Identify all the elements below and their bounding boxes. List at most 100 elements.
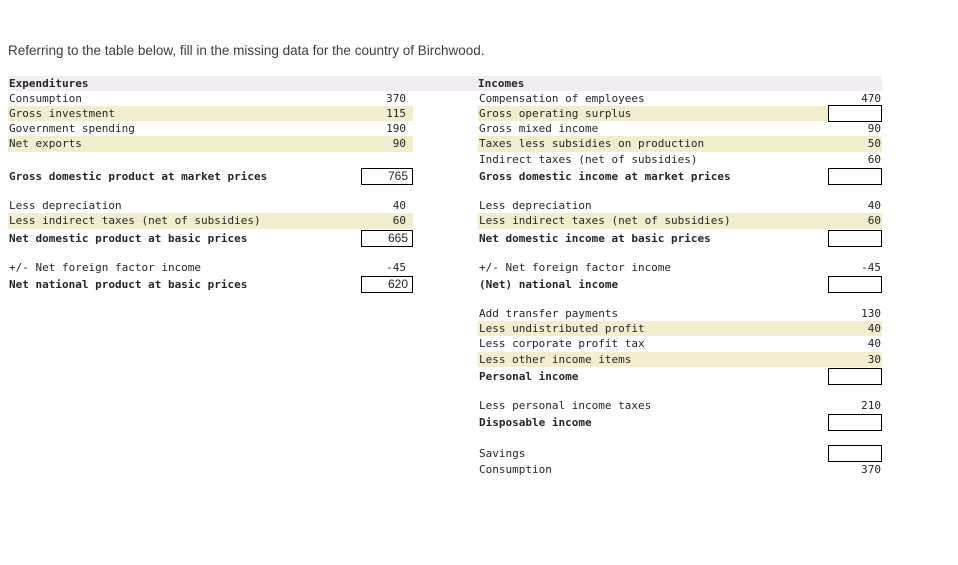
row-value-less-personal-income-taxes: 210: [861, 399, 881, 413]
row-label-less-indirect-taxes-net-of-subsidies: Less indirect taxes (net of subsidies): [9, 214, 261, 228]
row-gap: [478, 293, 882, 306]
row-value-government-spending: 190: [386, 122, 406, 136]
table-row: Less undistributed profit 40: [478, 321, 882, 337]
row-label-taxes-less-subsidies-on-production: Taxes less subsidies on production: [479, 137, 705, 151]
table-row: Consumption 370: [478, 462, 882, 477]
table-row: Indirect taxes (net of subsidies) 60: [478, 152, 882, 167]
row-label-net-domestic-product-at-basic-prices: Net domestic product at basic prices: [9, 231, 248, 245]
table-row: Add transfer payments 130: [478, 306, 882, 321]
row-label-disposable-income: Disposable income: [479, 416, 592, 430]
value-input-disposable-income[interactable]: [828, 414, 882, 432]
row-value-indirect-taxes-net-of-subsidies: 60: [867, 152, 881, 166]
row-label-less-corporate-profit-tax: Less corporate profit tax: [479, 337, 645, 351]
expenditures-column-header: Expenditures: [9, 77, 89, 90]
value-input-net-domestic-income-at-basic-prices[interactable]: [828, 229, 882, 247]
table-row: Gross investment 115: [8, 105, 413, 122]
blank-row: [8, 152, 413, 167]
row-label-less-indirect-taxes-net-of-subsidies: Less indirect taxes (net of subsidies): [479, 214, 731, 228]
row-value-less-corporate-profit-tax: 40: [867, 337, 881, 351]
row-label-net-exports: Net exports: [9, 137, 82, 151]
row-label-less-personal-income-taxes: Less personal income taxes: [479, 399, 652, 413]
value-input-gross-domestic-product-at-market-prices[interactable]: [361, 167, 413, 185]
table-row: (Net) national income: [478, 275, 882, 293]
row-label-net-national-product-at-basic-prices: Net national product at basic prices: [9, 277, 248, 291]
table-row: Less indirect taxes (net of subsidies) 60: [478, 213, 882, 229]
table-row: Net national product at basic prices: [8, 275, 413, 293]
table-row: Net exports 90: [8, 136, 413, 152]
row-value-less-other-income-items: 30: [867, 352, 881, 366]
row-value-add-transfer-payments: 130: [861, 306, 881, 320]
row-label-gross-investment: Gross investment: [9, 106, 115, 120]
row-label-gross-mixed-income: Gross mixed income: [479, 122, 599, 136]
table-row: Less depreciation 40: [478, 198, 882, 213]
row-value-taxes-less-subsidies-on-production: 50: [867, 137, 881, 151]
row-label-net-domestic-income-at-basic-prices: Net domestic income at basic prices: [479, 231, 711, 245]
row-label-gross-domestic-product-at-market-prices: Gross domestic product at market prices: [9, 169, 268, 183]
value-input-gross-operating-surplus[interactable]: [828, 104, 882, 122]
row-label-less-other-income-items: Less other income items: [479, 352, 632, 366]
row-label-compensation-of-employees: Compensation of employees: [479, 91, 645, 105]
row-label-gross-operating-surplus: Gross operating surplus: [479, 106, 632, 120]
value-input-net-national-income[interactable]: [828, 275, 882, 293]
row-label-net-national-income: (Net) national income: [479, 277, 619, 291]
row-gap: [478, 185, 882, 198]
row-label-gross-domestic-income-at-market-prices: Gross domestic income at market prices: [479, 169, 731, 183]
incomes-column-header: Incomes: [478, 77, 525, 90]
row-label-net-foreign-factor-income: +/- Net foreign factor income: [479, 260, 672, 274]
value-input-net-domestic-product-at-basic-prices[interactable]: [361, 229, 413, 247]
row-label-consumption: Consumption: [479, 463, 552, 477]
row-label-less-depreciation: Less depreciation: [9, 198, 122, 212]
expenditures-column: Consumption 370 Gross investment 115 Governm…: [8, 91, 413, 293]
row-value-less-undistributed-profit: 40: [867, 322, 881, 336]
row-value-gross-investment: 115: [386, 106, 406, 120]
table-row: +/- Net foreign factor income -45: [478, 260, 882, 275]
row-value-compensation-of-employees: 470: [861, 91, 881, 105]
row-value-gross-mixed-income: 90: [867, 122, 881, 136]
table-row: Less personal income taxes 210: [478, 398, 882, 413]
row-value-net-foreign-factor-income: -45: [861, 260, 881, 274]
row-gap: [478, 385, 882, 398]
row-value-less-indirect-taxes-net-of-subsidies: 60: [867, 214, 881, 228]
row-value-net-exports: 90: [392, 137, 406, 151]
table-row: Disposable income: [478, 414, 882, 432]
table-header-row: Expenditures Incomes: [8, 76, 882, 91]
table-row: Net domestic income at basic prices: [478, 229, 882, 247]
incomes-column: Compensation of employees 470 Gross operat…: [478, 91, 882, 478]
value-input-net-national-product-at-basic-prices[interactable]: [361, 275, 413, 293]
table-row: Net domestic product at basic prices: [8, 229, 413, 247]
table-row: Compensation of employees 470: [478, 91, 882, 106]
row-label-personal-income: Personal income: [479, 370, 579, 384]
value-input-gross-domestic-income-at-market-prices[interactable]: [828, 167, 882, 185]
row-value-consumption: 370: [386, 91, 406, 105]
row-gap: [8, 247, 413, 260]
table-row: Gross mixed income 90: [478, 121, 882, 136]
row-label-less-undistributed-profit: Less undistributed profit: [479, 322, 645, 336]
table-row: Savings: [478, 445, 882, 463]
row-value-net-foreign-factor-income: -45: [386, 260, 406, 274]
row-value-consumption: 370: [861, 463, 881, 477]
table-row: Less corporate profit tax 40: [478, 336, 882, 351]
row-gap: [8, 185, 413, 198]
table-row: Gross operating surplus: [478, 104, 882, 122]
question-text: Referring to the table below, fill in th…: [8, 43, 485, 58]
table-row: Less other income items 30: [478, 351, 882, 368]
row-label-add-transfer-payments: Add transfer payments: [479, 306, 619, 320]
row-value-less-depreciation: 40: [392, 198, 406, 212]
row-label-savings: Savings: [479, 447, 526, 461]
row-label-consumption: Consumption: [9, 91, 82, 105]
row-gap: [478, 431, 882, 444]
row-value-less-indirect-taxes-net-of-subsidies: 60: [392, 214, 406, 228]
value-input-personal-income[interactable]: [828, 368, 882, 386]
table-row: Government spending 190: [8, 121, 413, 136]
row-gap: [478, 247, 882, 260]
table-row: Less depreciation 40: [8, 198, 413, 213]
table-row: +/- Net foreign factor income -45: [8, 260, 413, 275]
row-label-government-spending: Government spending: [9, 122, 135, 136]
table-row: Taxes less subsidies on production 50: [478, 136, 882, 152]
value-input-savings[interactable]: [828, 445, 882, 463]
row-label-net-foreign-factor-income: +/- Net foreign factor income: [9, 260, 202, 274]
row-label-indirect-taxes-net-of-subsidies: Indirect taxes (net of subsidies): [479, 152, 698, 166]
table-row: Gross domestic product at market prices: [8, 167, 413, 185]
row-value-less-depreciation: 40: [867, 198, 881, 212]
table-row: Consumption 370: [8, 91, 413, 106]
